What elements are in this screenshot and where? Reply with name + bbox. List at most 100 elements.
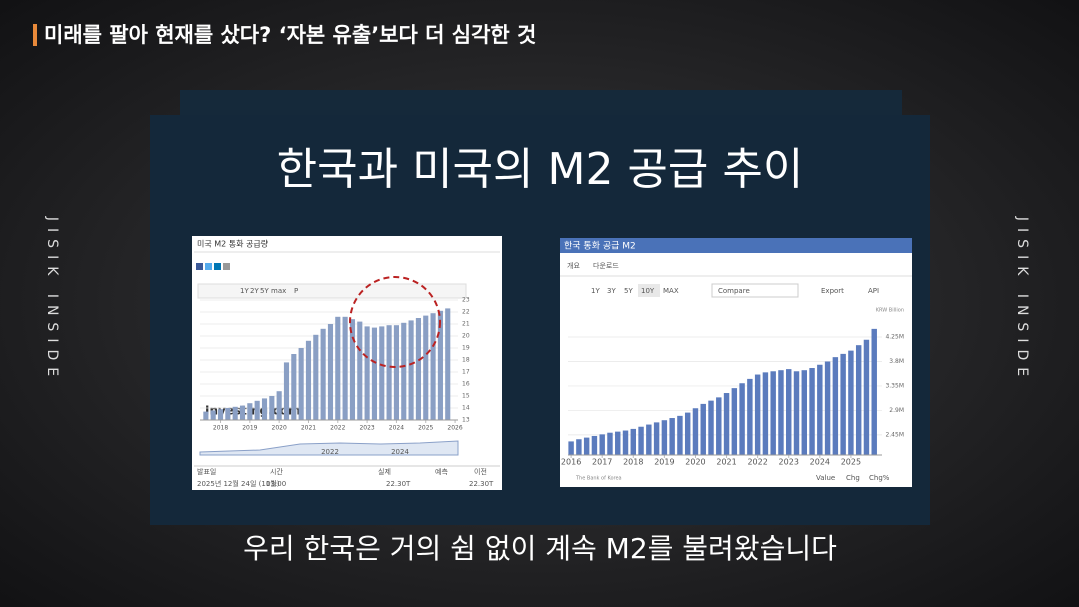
y-tick-label: 23 [462, 297, 470, 304]
bar [723, 393, 730, 455]
x-tick-label: 2025 [418, 425, 433, 432]
bar [576, 439, 582, 455]
x-tick-label: 2021 [716, 458, 736, 467]
bar [747, 378, 753, 455]
bar [298, 348, 304, 420]
bar [832, 357, 839, 455]
x-tick-label: 2020 [685, 458, 705, 467]
bar [778, 370, 784, 455]
bar [232, 406, 238, 420]
side-label: JISIK INSIDE [1014, 216, 1030, 383]
kr-title-bar [560, 238, 912, 253]
table-header: 시간 [270, 467, 283, 476]
range-button[interactable]: 1Y [240, 287, 249, 295]
x-tick-label: 2024 [810, 458, 830, 467]
bar [684, 412, 691, 455]
bar [239, 405, 246, 420]
bar [379, 326, 385, 420]
table-header: 예측 [435, 467, 448, 476]
bar [599, 434, 605, 455]
bar [591, 435, 598, 455]
bar [770, 371, 776, 455]
bar [708, 400, 714, 455]
bar [408, 320, 414, 420]
range-button[interactable]: MAX [663, 287, 679, 295]
bar [269, 396, 275, 420]
table-cell: 2025년 12월 24일 (11월) [197, 479, 280, 488]
range-button[interactable]: 3Y [607, 287, 616, 295]
range-button[interactable]: 5Y [260, 287, 269, 295]
x-tick-label: 2021 [301, 425, 316, 432]
range-button[interactable]: 2Y [250, 287, 259, 295]
y-tick-label: 16 [462, 381, 470, 388]
y-tick-label: 20 [462, 333, 470, 340]
bar [863, 339, 870, 455]
bar [568, 441, 574, 455]
compare-box[interactable] [711, 283, 799, 298]
bar [320, 328, 326, 420]
x-tick-label: 2017 [592, 458, 612, 467]
range-button[interactable]: 1Y [591, 287, 600, 295]
bar [401, 322, 407, 420]
bar [203, 411, 209, 420]
compare[interactable]: Compare [718, 287, 750, 295]
bar [630, 428, 637, 455]
bar [210, 410, 216, 420]
slide-title: 한국과 미국의 M2 공급 추이 [277, 144, 804, 195]
bar [855, 345, 862, 455]
bar [762, 372, 769, 455]
navigator-label: 2022 [321, 448, 339, 456]
range-button[interactable]: max [271, 287, 286, 295]
bar [692, 408, 699, 455]
bar [653, 422, 660, 455]
footer-link[interactable]: Value [816, 474, 835, 482]
y-tick-label: 18 [462, 357, 470, 364]
header-title: 미래를 팔아 현재를 샀다? ‘자본 유출’보다 더 심각한 것 [44, 23, 536, 47]
bar [357, 321, 363, 420]
bar [848, 350, 854, 455]
highlight-circle [349, 276, 441, 368]
y-tick-label: 2.9M [889, 407, 904, 414]
bar [445, 308, 451, 420]
bar [739, 383, 745, 455]
api[interactable]: API [868, 287, 879, 295]
bar [217, 409, 224, 420]
source: The Bank of Korea [575, 476, 622, 482]
range-button[interactable]: P [294, 287, 298, 295]
footer-link[interactable]: Chg% [869, 474, 890, 482]
bar [313, 334, 319, 420]
bar [677, 415, 683, 455]
bar [437, 310, 443, 420]
bar [423, 315, 429, 420]
y-tick-label: 4.25M [885, 334, 904, 341]
tab[interactable]: 다운로드 [593, 261, 619, 270]
bar [840, 353, 846, 455]
x-tick-label: 2023 [359, 425, 374, 432]
export[interactable]: Export [821, 287, 844, 295]
bar [661, 420, 668, 455]
bar [364, 326, 370, 420]
tab[interactable]: 개요 [567, 261, 580, 270]
bar [393, 325, 399, 420]
bar [327, 324, 334, 420]
bar [716, 397, 722, 455]
footer-link[interactable]: Chg [846, 474, 860, 482]
x-tick-label: 2020 [272, 425, 287, 432]
bar [754, 374, 761, 455]
range-button[interactable]: 5Y [624, 287, 633, 295]
range-active [638, 284, 660, 297]
x-tick-label: 2018 [623, 458, 643, 467]
x-tick-label: 2016 [561, 458, 581, 467]
range-button[interactable]: 10Y [641, 287, 655, 295]
bar [638, 426, 644, 455]
y-tick-label: 3.8M [889, 358, 904, 365]
bar [291, 354, 297, 420]
y-tick-label: 14 [462, 405, 470, 412]
y-tick-label: 22 [462, 309, 470, 316]
bar [615, 431, 621, 455]
bar [669, 418, 675, 455]
table-header: 발표일 [197, 467, 216, 476]
bar [817, 364, 823, 455]
bar [646, 424, 652, 455]
